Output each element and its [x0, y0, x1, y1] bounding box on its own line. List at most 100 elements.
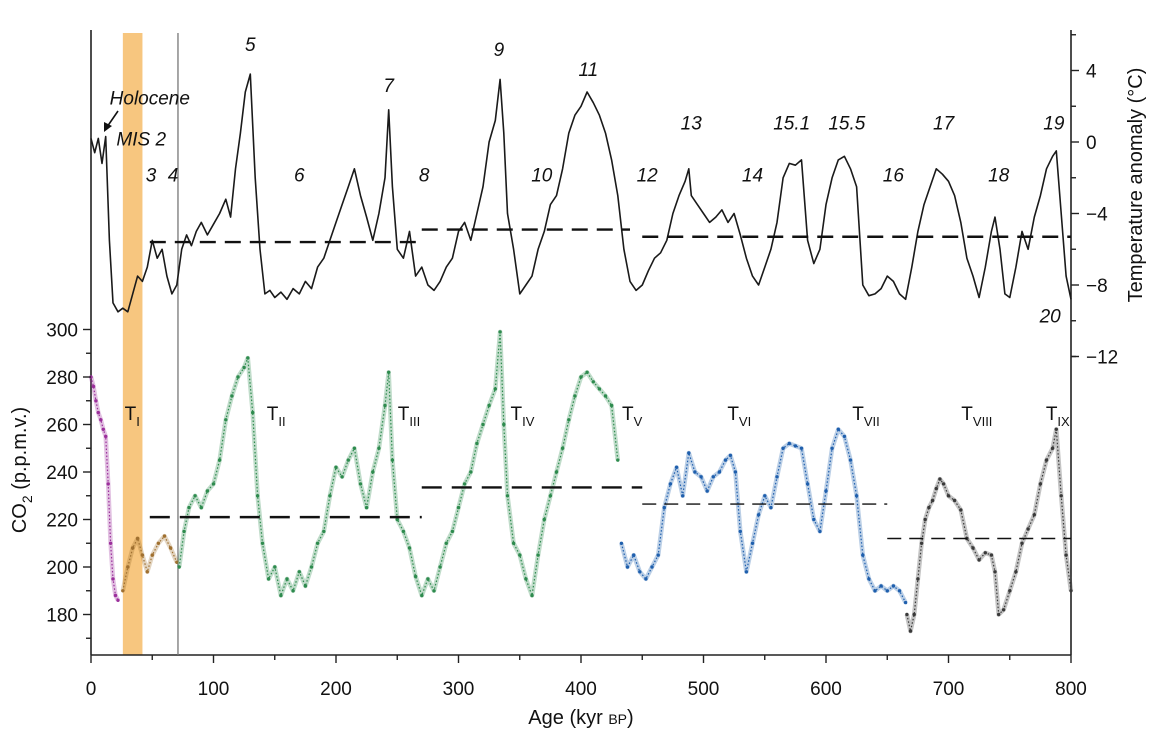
termination-label: TVIII — [961, 404, 992, 429]
x-tick-label: 500 — [688, 679, 720, 700]
mis-stage-label: 5 — [245, 35, 256, 56]
co2-point — [763, 494, 767, 498]
co2-point — [668, 482, 673, 486]
termination-numeral: VII — [864, 414, 880, 429]
co2-point — [812, 517, 816, 522]
co2-point — [644, 577, 648, 581]
termination-numeral: I — [136, 414, 140, 429]
co2-point — [609, 403, 614, 408]
co2-point — [717, 470, 722, 474]
co2-point — [498, 330, 502, 334]
x-tick-label: 100 — [198, 679, 230, 700]
co2-point — [340, 475, 344, 479]
mis-stage-label: 16 — [883, 165, 905, 186]
x-tick-label: 0 — [86, 679, 97, 700]
co2-point — [236, 375, 240, 379]
co2-point — [567, 418, 571, 422]
co2-point — [315, 541, 320, 545]
co2-point — [927, 505, 931, 510]
co2-axis-title-rest: (p.p.m.v.) — [9, 407, 31, 496]
co2-tick-label: 300 — [46, 321, 78, 342]
co2-tick-label: 180 — [46, 606, 78, 627]
mis-stage-label: Holocene — [110, 88, 190, 109]
co2-point — [487, 403, 491, 408]
co2-point — [106, 482, 110, 486]
co2-point — [959, 508, 963, 512]
co2-series-line-0 — [90, 376, 119, 601]
co2-point — [854, 494, 859, 498]
co2-point — [830, 446, 834, 450]
co2-point — [699, 475, 703, 479]
termination-numeral: IV — [522, 414, 535, 429]
co2-point — [693, 470, 697, 474]
co2-point — [805, 482, 810, 486]
x-tick-label: 800 — [1055, 679, 1087, 700]
termination-letter: T — [1046, 404, 1058, 425]
termination-letter: T — [727, 404, 739, 425]
co2-point — [989, 553, 994, 557]
co2-point — [756, 513, 761, 517]
co2-tick-label: 260 — [46, 416, 78, 437]
co2-point — [242, 365, 246, 370]
co2-axis-title-sub: 2 — [19, 495, 35, 503]
co2-point — [793, 444, 798, 448]
temperature-tick-label: −8 — [1086, 276, 1108, 297]
co2-point — [891, 584, 896, 588]
co2-point — [390, 458, 395, 462]
co2-series-band-3 — [619, 427, 908, 604]
co2-point — [450, 529, 455, 534]
co2-point — [938, 477, 942, 481]
mis-stage-label: 6 — [294, 165, 305, 186]
termination-letter: T — [511, 404, 523, 425]
co2-point — [993, 570, 997, 574]
mis-stage-label: 12 — [637, 165, 659, 186]
co2-point — [101, 427, 106, 431]
mis-stage-label: 14 — [742, 165, 763, 186]
mis-stage-label: MIS 2 — [116, 130, 166, 151]
co2-point — [438, 565, 442, 569]
termination-label: TIII — [398, 404, 420, 429]
co2-point — [775, 475, 779, 479]
co2-point — [934, 486, 938, 491]
termination-letter: T — [852, 404, 864, 425]
co2-point — [674, 465, 679, 469]
temperature-series-layer — [90, 73, 1072, 313]
co2-point — [162, 534, 167, 538]
co2-point — [548, 494, 553, 498]
termination-label: TI — [125, 404, 140, 429]
co2-point — [983, 551, 987, 555]
co2-point — [91, 384, 96, 389]
co2-point — [364, 505, 369, 510]
mis-stage-label: 17 — [933, 113, 956, 134]
co2-point — [769, 505, 773, 510]
co2-point — [322, 529, 326, 534]
co2-point — [266, 577, 271, 581]
x-axis-title-unit: BP — [608, 711, 627, 727]
co2-point — [407, 546, 412, 550]
mis-stage-label: 13 — [681, 113, 703, 134]
mis-stage-label: 15.1 — [773, 113, 810, 134]
co2-point — [603, 394, 608, 398]
co2-point — [187, 505, 191, 510]
ticks-layer: 0 100 200 300 400 500 600 700 800180200220240260… — [46, 34, 1118, 700]
co2-point — [113, 593, 118, 598]
co2-point — [426, 577, 430, 581]
co2-point — [371, 470, 375, 474]
co2-point — [108, 541, 113, 545]
co2-point — [530, 593, 534, 598]
highlight-band-layer — [122, 33, 143, 655]
co2-point — [1069, 589, 1073, 593]
co2-series-line-1 — [122, 535, 178, 591]
co2-point — [121, 589, 125, 593]
co2-point — [799, 446, 804, 450]
co2-point — [738, 529, 742, 534]
co2-point — [867, 577, 871, 581]
x-tick-label: 600 — [810, 679, 842, 700]
mis-stage-label: 9 — [494, 40, 505, 61]
x-tick-label: 400 — [565, 679, 597, 700]
co2-point — [787, 441, 791, 446]
co2-point — [334, 465, 338, 469]
termination-label: TV — [622, 404, 643, 429]
temperature-series-line — [90, 73, 1072, 313]
co2-point — [848, 458, 853, 462]
